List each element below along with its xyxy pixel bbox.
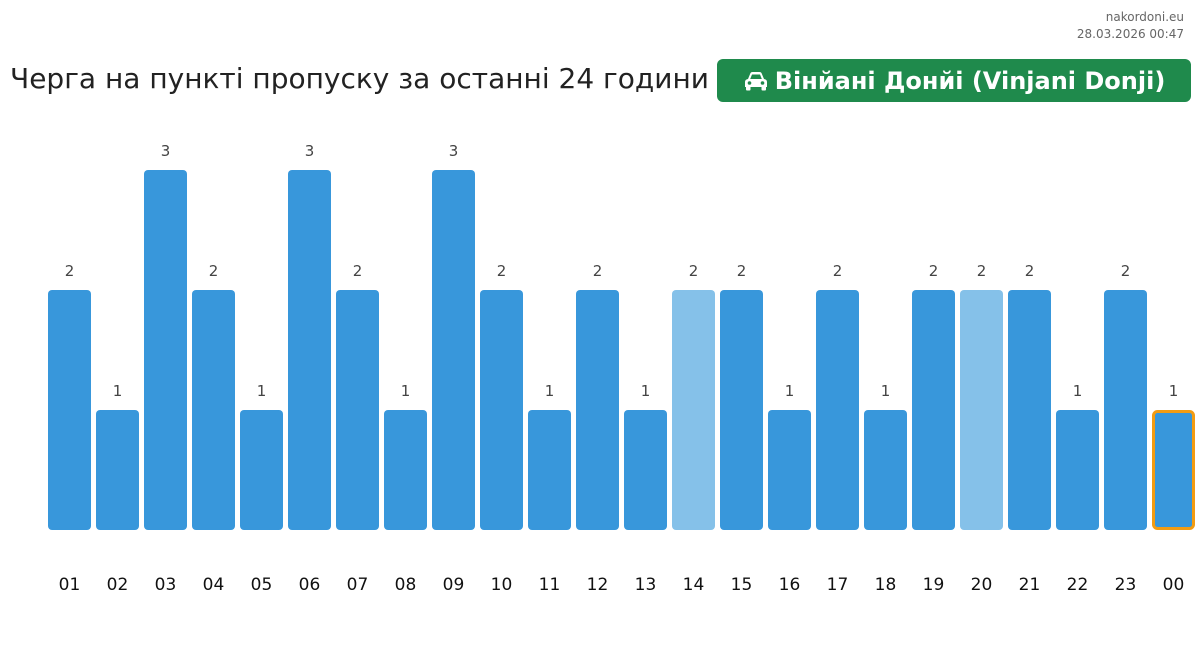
value-label-00: 1 bbox=[1169, 382, 1179, 400]
x-tick-03: 03 bbox=[155, 575, 177, 595]
value-label-14: 2 bbox=[689, 262, 699, 280]
value-label-16: 1 bbox=[785, 382, 795, 400]
bar-20 bbox=[960, 290, 1003, 530]
value-label-08: 1 bbox=[401, 382, 411, 400]
bar-18 bbox=[864, 410, 907, 530]
bar-04 bbox=[192, 290, 235, 530]
value-label-07: 2 bbox=[353, 262, 363, 280]
x-tick-05: 05 bbox=[251, 575, 273, 595]
x-tick-12: 12 bbox=[587, 575, 609, 595]
x-tick-18: 18 bbox=[875, 575, 897, 595]
bar-23 bbox=[1104, 290, 1147, 530]
x-tick-13: 13 bbox=[635, 575, 657, 595]
x-tick-08: 08 bbox=[395, 575, 417, 595]
x-tick-17: 17 bbox=[827, 575, 849, 595]
bar-21 bbox=[1008, 290, 1051, 530]
checkpoint-name: Вінйані Донйі (Vinjani Donji) bbox=[774, 66, 1166, 95]
bar-15 bbox=[720, 290, 763, 530]
bar-12 bbox=[576, 290, 619, 530]
bar-16 bbox=[768, 410, 811, 530]
value-label-11: 1 bbox=[545, 382, 555, 400]
x-tick-06: 06 bbox=[299, 575, 321, 595]
value-label-10: 2 bbox=[497, 262, 507, 280]
bar-07 bbox=[336, 290, 379, 530]
x-tick-16: 16 bbox=[779, 575, 801, 595]
value-label-05: 1 bbox=[257, 382, 267, 400]
value-label-09: 3 bbox=[449, 142, 459, 160]
value-label-02: 1 bbox=[113, 382, 123, 400]
value-label-12: 2 bbox=[593, 262, 603, 280]
x-tick-15: 15 bbox=[731, 575, 753, 595]
x-tick-11: 11 bbox=[539, 575, 561, 595]
x-tick-19: 19 bbox=[923, 575, 945, 595]
value-label-15: 2 bbox=[737, 262, 747, 280]
value-label-21: 2 bbox=[1025, 262, 1035, 280]
bar-19 bbox=[912, 290, 955, 530]
bar-17 bbox=[816, 290, 859, 530]
value-label-20: 2 bbox=[977, 262, 987, 280]
x-tick-21: 21 bbox=[1019, 575, 1041, 595]
x-tick-23: 23 bbox=[1115, 575, 1137, 595]
page-title: Черга на пункті пропуску за останні 24 г… bbox=[10, 62, 709, 95]
x-tick-22: 22 bbox=[1067, 575, 1089, 595]
value-label-13: 1 bbox=[641, 382, 651, 400]
x-tick-10: 10 bbox=[491, 575, 513, 595]
value-label-18: 1 bbox=[881, 382, 891, 400]
timestamp: 28.03.2026 00:47 bbox=[1076, 27, 1184, 41]
bar-00 bbox=[1152, 410, 1195, 530]
site-info: nakordoni.eu 28.03.2026 00:47 bbox=[1077, 9, 1184, 43]
bar-03 bbox=[144, 170, 187, 530]
value-label-17: 2 bbox=[833, 262, 843, 280]
x-tick-20: 20 bbox=[971, 575, 993, 595]
bar-22 bbox=[1056, 410, 1099, 530]
value-label-23: 2 bbox=[1121, 262, 1131, 280]
bar-08 bbox=[384, 410, 427, 530]
value-label-22: 1 bbox=[1073, 382, 1083, 400]
x-tick-01: 01 bbox=[59, 575, 81, 595]
x-tick-07: 07 bbox=[347, 575, 369, 595]
x-tick-00: 00 bbox=[1163, 575, 1185, 595]
bar-10 bbox=[480, 290, 523, 530]
value-label-19: 2 bbox=[929, 262, 939, 280]
bar-02 bbox=[96, 410, 139, 530]
x-tick-14: 14 bbox=[683, 575, 705, 595]
x-tick-02: 02 bbox=[107, 575, 129, 595]
bar-11 bbox=[528, 410, 571, 530]
value-label-06: 3 bbox=[305, 142, 315, 160]
value-label-04: 2 bbox=[209, 262, 219, 280]
checkpoint-badge: Вінйані Донйі (Vinjani Donji) bbox=[717, 59, 1191, 102]
x-tick-09: 09 bbox=[443, 575, 465, 595]
value-label-03: 3 bbox=[161, 142, 171, 160]
bar-14 bbox=[672, 290, 715, 530]
bar-01 bbox=[48, 290, 91, 530]
x-tick-04: 04 bbox=[203, 575, 225, 595]
site-name: nakordoni.eu bbox=[1105, 10, 1184, 24]
bar-09 bbox=[432, 170, 475, 530]
bar-13 bbox=[624, 410, 667, 530]
bar-05 bbox=[240, 410, 283, 530]
value-label-01: 2 bbox=[65, 262, 75, 280]
car-icon bbox=[743, 70, 769, 92]
bar-06 bbox=[288, 170, 331, 530]
